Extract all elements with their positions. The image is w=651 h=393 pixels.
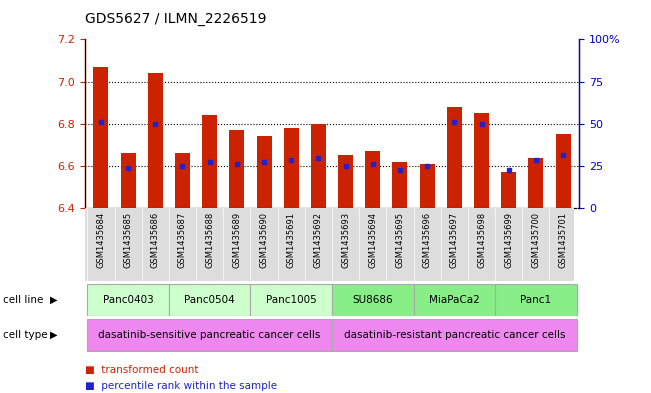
Text: GSM1435686: GSM1435686 [151,212,159,268]
Bar [413,284,495,316]
Text: Panc0403: Panc0403 [103,295,154,305]
Text: cell type: cell type [3,330,48,340]
Bar [338,156,353,208]
Text: Panc0504: Panc0504 [184,295,235,305]
Text: GDS5627 / ILMN_2226519: GDS5627 / ILMN_2226519 [85,12,266,26]
Bar [420,164,435,208]
Text: MiaPaCa2: MiaPaCa2 [429,295,480,305]
Text: GSM1435690: GSM1435690 [260,212,269,268]
Bar [501,173,516,208]
Bar [251,284,332,316]
Text: GSM1435691: GSM1435691 [286,212,296,268]
Text: GSM1435688: GSM1435688 [205,212,214,268]
Text: cell line: cell line [3,295,44,305]
Bar [87,319,332,351]
Bar [365,151,380,208]
Text: ■  percentile rank within the sample: ■ percentile rank within the sample [85,381,277,391]
Bar [311,124,326,208]
Text: GSM1435696: GSM1435696 [422,212,432,268]
Text: ▶: ▶ [50,295,58,305]
Bar [256,136,271,208]
Text: SU8686: SU8686 [352,295,393,305]
Bar [393,162,408,208]
Bar [332,284,413,316]
Text: ■  transformed count: ■ transformed count [85,365,198,375]
Bar [495,284,577,316]
Text: GSM1435699: GSM1435699 [505,212,513,268]
Bar [332,319,577,351]
Text: GSM1435693: GSM1435693 [341,212,350,268]
Bar [169,284,251,316]
Text: GSM1435701: GSM1435701 [559,212,568,268]
Bar [447,107,462,208]
Text: GSM1435697: GSM1435697 [450,212,459,268]
Bar [94,67,109,208]
Text: GSM1435700: GSM1435700 [531,212,540,268]
Bar [284,128,299,208]
Text: GSM1435685: GSM1435685 [124,212,133,268]
Bar [120,153,135,208]
Bar [229,130,244,208]
Text: GSM1435684: GSM1435684 [96,212,105,268]
Text: GSM1435692: GSM1435692 [314,212,323,268]
Bar [202,116,217,208]
Text: GSM1435698: GSM1435698 [477,212,486,268]
Bar [529,158,544,208]
Bar [148,73,163,208]
Text: ▶: ▶ [50,330,58,340]
Text: Panc1005: Panc1005 [266,295,316,305]
Bar [175,153,190,208]
Text: dasatinib-sensitive pancreatic cancer cells: dasatinib-sensitive pancreatic cancer ce… [98,330,321,340]
Text: Panc1: Panc1 [520,295,551,305]
Text: GSM1435695: GSM1435695 [395,212,404,268]
Bar [87,284,169,316]
Text: GSM1435694: GSM1435694 [368,212,378,268]
Bar [474,113,489,208]
Text: GSM1435689: GSM1435689 [232,212,242,268]
Text: dasatinib-resistant pancreatic cancer cells: dasatinib-resistant pancreatic cancer ce… [344,330,565,340]
Text: GSM1435687: GSM1435687 [178,212,187,268]
Bar [555,134,570,208]
